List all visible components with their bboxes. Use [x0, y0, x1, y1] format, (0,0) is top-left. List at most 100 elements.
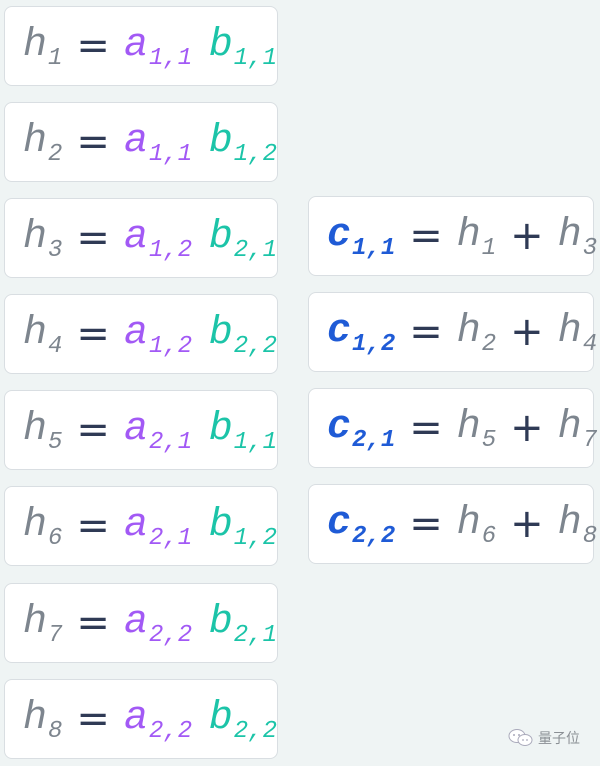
equals-sign: = — [409, 405, 443, 451]
h-subscript: 3 — [48, 236, 63, 264]
b-variable: b — [208, 23, 233, 68]
a-variable: a — [123, 215, 148, 260]
equals-sign: = — [76, 600, 110, 646]
a-subscript: 1,1 — [148, 140, 193, 168]
plus-sign: + — [510, 501, 544, 547]
b-variable: b — [208, 503, 233, 548]
b-subscript: 1,2 — [233, 140, 277, 168]
a-subscript: 2,1 — [148, 524, 193, 552]
h-subscript: 3 — [582, 234, 598, 262]
b-subscript: 2,1 — [233, 236, 277, 264]
a-subscript: 1,2 — [148, 332, 193, 360]
b-variable: b — [208, 215, 233, 260]
h-subscript: 2 — [48, 140, 63, 168]
a-subscript: 2,1 — [148, 428, 193, 456]
equals-sign: = — [409, 213, 443, 259]
c-subscript: 2,2 — [352, 522, 396, 550]
b-subscript: 2,2 — [233, 717, 277, 745]
h-subscript: 4 — [582, 330, 598, 358]
h-variable: h — [23, 407, 48, 452]
h-variable: h — [23, 119, 48, 164]
a-variable: a — [123, 503, 148, 548]
equals-sign: = — [76, 119, 110, 165]
equals-sign: = — [76, 311, 110, 357]
c-subscript: 1,2 — [352, 330, 396, 358]
h-variable: h — [23, 503, 48, 548]
plus-sign: + — [510, 213, 544, 259]
h-variable: h — [23, 600, 48, 645]
equals-sign: = — [76, 696, 110, 742]
equals-sign: = — [76, 407, 110, 453]
h-subscript: 1 — [481, 234, 497, 262]
h-variable: h — [23, 696, 48, 741]
b-subscript: 1,2 — [233, 524, 277, 552]
b-variable: b — [208, 696, 233, 741]
h-subscript: 8 — [582, 522, 598, 550]
h-variable: h — [23, 23, 48, 68]
c-variable: c — [327, 309, 352, 354]
a-variable: a — [123, 600, 148, 645]
h-variable: h — [557, 213, 582, 258]
c-variable: c — [327, 405, 352, 450]
a-variable: a — [123, 407, 148, 452]
h-subscript: 2 — [481, 330, 497, 358]
b-subscript: 1,1 — [233, 428, 277, 456]
h-variable: h — [456, 309, 481, 354]
b-variable: b — [208, 311, 233, 356]
wechat-icon — [508, 729, 533, 746]
a-subscript: 1,2 — [148, 236, 193, 264]
h-variable: h — [557, 309, 582, 354]
h-subscript: 4 — [48, 332, 63, 360]
a-variable: a — [123, 696, 148, 741]
plus-sign: + — [510, 309, 544, 355]
c-subscript: 1,1 — [352, 234, 396, 262]
h-subscript: 5 — [48, 428, 63, 456]
h-subscript: 1 — [48, 44, 63, 72]
c-variable: c — [327, 501, 352, 546]
h-subscript: 8 — [48, 717, 63, 745]
b-variable: b — [208, 407, 233, 452]
a-subscript: 2,2 — [148, 621, 193, 649]
h-variable: h — [456, 213, 481, 258]
h-variable: h — [456, 405, 481, 450]
a-variable: a — [123, 311, 148, 356]
b-subscript: 2,1 — [233, 621, 277, 649]
h-subscript: 7 — [582, 426, 598, 454]
h-variable: h — [557, 501, 582, 546]
b-variable: b — [208, 600, 233, 645]
h-subscript: 6 — [48, 524, 63, 552]
h-variable: h — [23, 311, 48, 356]
a-variable: a — [123, 119, 148, 164]
h-subscript: 7 — [48, 621, 63, 649]
watermark-text: 量子位 — [538, 731, 580, 747]
watermark: 量子位 — [508, 728, 580, 748]
h-variable: h — [456, 501, 481, 546]
equals-sign: = — [76, 23, 110, 69]
a-variable: a — [123, 23, 148, 68]
b-variable: b — [208, 119, 233, 164]
equals-sign: = — [409, 501, 443, 547]
equals-sign: = — [409, 309, 443, 355]
plus-sign: + — [510, 405, 544, 451]
h-subscript: 6 — [481, 522, 497, 550]
h-variable: h — [557, 405, 582, 450]
a-subscript: 2,2 — [148, 717, 193, 745]
b-subscript: 2,2 — [233, 332, 277, 360]
a-subscript: 1,1 — [148, 44, 193, 72]
b-subscript: 1,1 — [233, 44, 277, 72]
h-subscript: 5 — [481, 426, 497, 454]
c-variable: c — [327, 213, 352, 258]
h-variable: h — [23, 215, 48, 260]
